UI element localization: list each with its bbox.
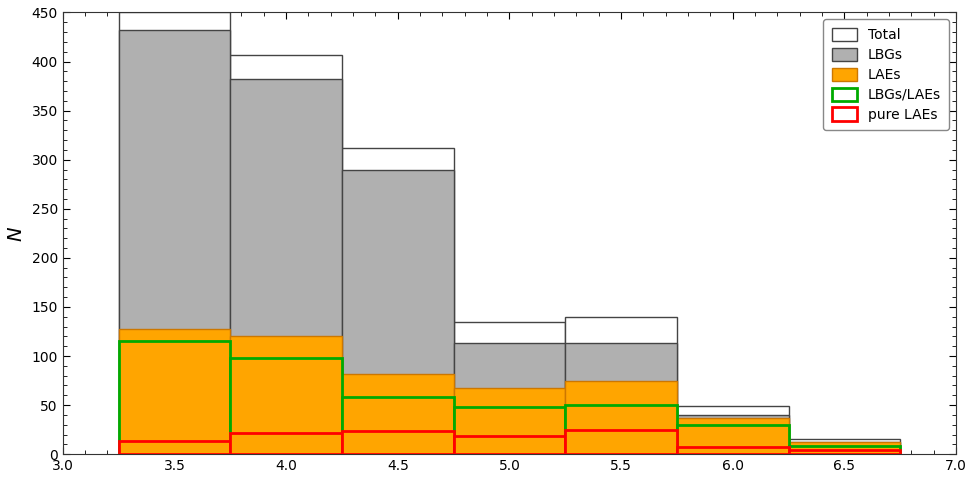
Bar (230, 55, 342, 454)
Legend: Total, LBGs, LAEs, LBGs/LAEs, pure LAEs: Total, LBGs, LAEs, LBGs/LAEs, pure LAEs (823, 19, 950, 130)
Bar (230, 358, 342, 454)
Bar (454, 343, 565, 454)
Bar (342, 431, 454, 454)
Bar (454, 322, 565, 454)
Bar (677, 447, 789, 454)
Bar (454, 407, 565, 454)
Bar (119, 30, 230, 454)
Bar (565, 381, 677, 454)
Bar (230, 79, 342, 454)
Bar (119, 12, 230, 454)
Bar (565, 405, 677, 454)
Bar (230, 336, 342, 454)
Bar (342, 374, 454, 454)
Bar (789, 443, 900, 454)
Bar (230, 432, 342, 454)
Bar (342, 397, 454, 454)
Bar (119, 442, 230, 454)
Bar (119, 341, 230, 454)
Bar (789, 446, 900, 454)
Bar (565, 343, 677, 454)
Bar (454, 388, 565, 454)
Bar (789, 440, 900, 454)
Y-axis label: N: N (7, 226, 26, 240)
Bar (677, 406, 789, 454)
Bar (565, 317, 677, 454)
Bar (342, 169, 454, 454)
Bar (677, 415, 789, 454)
Bar (454, 435, 565, 454)
Bar (677, 418, 789, 454)
Bar (789, 450, 900, 454)
Bar (677, 425, 789, 454)
Bar (342, 148, 454, 454)
Bar (565, 430, 677, 454)
Bar (789, 443, 900, 454)
Bar (119, 328, 230, 454)
